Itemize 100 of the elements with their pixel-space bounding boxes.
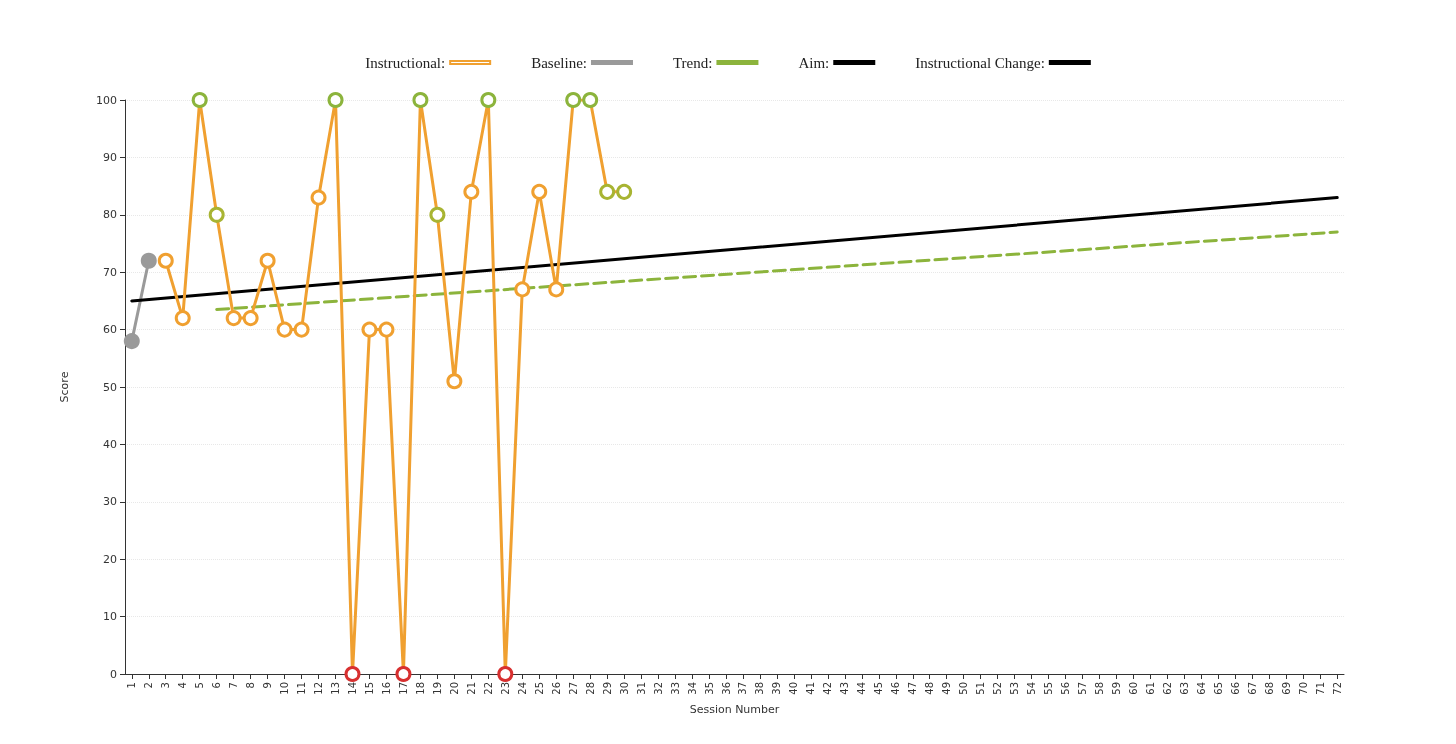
x-tick-label: 8 (245, 682, 257, 689)
x-tick-label: 3 (160, 682, 172, 689)
point (293, 321, 310, 338)
x-tick-label: 33 (669, 682, 681, 695)
point (344, 666, 361, 682)
x-tick-label: 60 (1127, 682, 1139, 695)
point (157, 252, 174, 269)
point (259, 252, 276, 269)
x-tick-label: 37 (737, 682, 749, 695)
x-tick-label: 59 (1111, 682, 1122, 695)
x-tick-label: 67 (1246, 682, 1258, 695)
x-tick-label: 16 (380, 682, 392, 695)
y-tick-label: 0 (110, 667, 117, 681)
y-tick-label: 80 (103, 208, 117, 222)
x-tick-label: 31 (635, 682, 647, 695)
x-tick-label: 49 (941, 682, 953, 695)
x-tick-label: 27 (567, 682, 579, 695)
x-tick-label: 72 (1331, 682, 1343, 695)
x-tick-label: 15 (363, 682, 375, 695)
point (174, 310, 191, 327)
x-tick-label: 54 (1026, 682, 1038, 695)
x-tick-label: 65 (1212, 682, 1224, 695)
x-tick-label: 63 (1178, 682, 1190, 695)
x-tick-label: 40 (788, 682, 800, 695)
point (412, 92, 429, 108)
point (361, 321, 378, 338)
point (378, 321, 395, 338)
x-tick-label: 25 (533, 682, 545, 695)
x-tick-label: 6 (211, 682, 223, 689)
legend-label: Instructional Change: (915, 54, 1045, 71)
x-tick-label: 34 (686, 682, 698, 695)
y-tick-label: 10 (103, 610, 117, 624)
x-tick-label: 64 (1195, 682, 1207, 695)
y-tick-label: 100 (96, 93, 117, 107)
x-tick-label: 2 (143, 682, 155, 689)
x-tick-label: 66 (1229, 682, 1241, 695)
x-tick-label: 7 (228, 682, 240, 689)
x-tick-label: 44 (856, 682, 868, 695)
x-tick-label: 53 (1009, 682, 1021, 695)
x-tick-label: 30 (618, 682, 630, 695)
y-axis-title: Score (58, 371, 71, 403)
y-tick-label: 60 (103, 323, 117, 337)
point (429, 206, 446, 223)
x-tick-label: 47 (907, 682, 919, 695)
point (395, 666, 412, 682)
point (497, 666, 514, 682)
point (327, 92, 344, 108)
point (310, 189, 327, 206)
y-tick-label: 40 (103, 437, 117, 451)
x-tick-label: 20 (448, 682, 460, 695)
x-tick-label: 35 (703, 682, 715, 695)
x-tick-label: 36 (720, 682, 732, 695)
point (140, 252, 157, 269)
x-tick-label: 5 (194, 682, 206, 689)
point (514, 281, 531, 298)
point (548, 281, 565, 298)
point (582, 92, 599, 108)
point (531, 183, 548, 200)
point (599, 183, 616, 200)
point (565, 92, 582, 108)
y-tick-label: 50 (103, 380, 117, 394)
x-tick-label: 14 (347, 682, 358, 695)
x-tick-label: 11 (296, 682, 308, 695)
y-tick-label: 90 (103, 150, 117, 164)
x-tick-label: 19 (431, 682, 443, 695)
point (225, 310, 242, 327)
x-tick-label: 32 (652, 682, 664, 695)
x-tick-label: 10 (279, 682, 291, 695)
x-tick-label: 62 (1161, 682, 1173, 695)
x-tick-label: 4 (177, 682, 189, 689)
x-tick-label: 22 (482, 682, 494, 695)
x-tick-label: 18 (414, 682, 426, 695)
x-tick-label: 58 (1094, 682, 1106, 695)
legend-label: Baseline: (531, 54, 587, 71)
point (616, 183, 633, 200)
point (123, 333, 140, 350)
x-tick-label: 12 (313, 682, 325, 695)
x-tick-label: 28 (584, 682, 596, 695)
x-tick-label: 69 (1280, 682, 1292, 695)
x-tick-label: 46 (890, 682, 902, 695)
point (480, 92, 497, 108)
x-tick-label: 39 (771, 682, 783, 695)
x-tick-label: 9 (262, 682, 274, 689)
x-tick-label: 61 (1144, 682, 1156, 695)
x-tick-label: 71 (1314, 682, 1326, 695)
x-tick-label: 48 (924, 682, 936, 695)
legend-label: Trend: (672, 54, 713, 71)
x-tick-label: 23 (499, 682, 511, 695)
point (191, 92, 208, 108)
x-tick-label: 57 (1077, 682, 1089, 695)
point (446, 373, 463, 390)
x-tick-label: 56 (1060, 682, 1072, 695)
x-tick-label: 52 (992, 682, 1004, 695)
x-tick-label: 51 (975, 682, 987, 695)
x-tick-label: 50 (958, 682, 970, 695)
x-tick-label: 1 (126, 682, 138, 689)
y-tick-label: 20 (103, 552, 117, 566)
x-tick-label: 21 (465, 682, 477, 695)
x-tick-label: 42 (822, 682, 834, 695)
point (463, 183, 480, 200)
